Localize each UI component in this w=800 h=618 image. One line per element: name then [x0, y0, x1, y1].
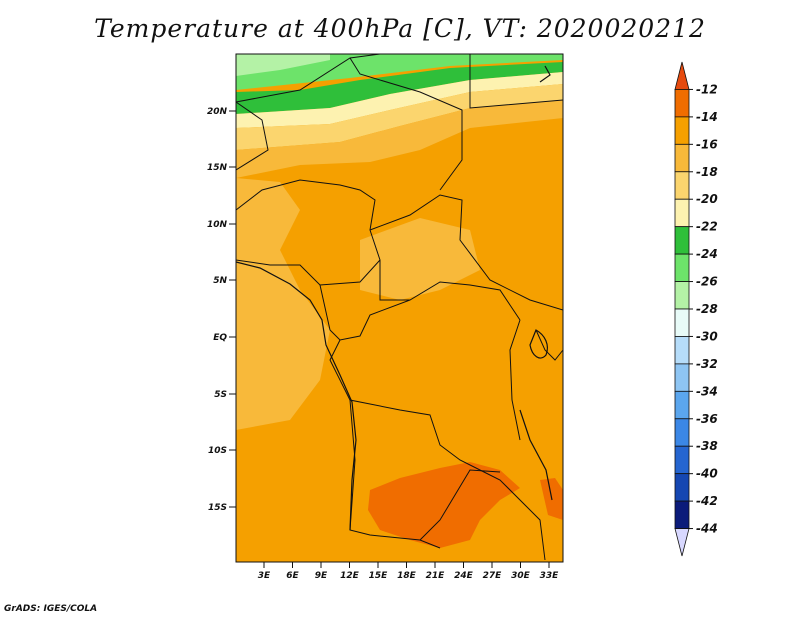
band-light-orange-central	[360, 218, 480, 300]
grads-credit: GrADS: IGES/COLA	[4, 604, 98, 614]
colorbar-swatch	[674, 445, 690, 475]
lon-label: 15E	[369, 571, 389, 581]
lon-label: 12E	[340, 571, 360, 581]
colorbar-label: -42	[696, 494, 718, 508]
lat-label: 10S	[208, 446, 227, 456]
colorbar-swatch	[674, 418, 690, 447]
colorbar-swatch	[674, 500, 690, 529]
band-light-orange	[236, 100, 563, 178]
colorbar-label: -44	[696, 522, 718, 536]
colorbar-label: -28	[696, 302, 718, 316]
band-hot-south	[368, 462, 520, 548]
lat-label: EQ	[213, 333, 227, 343]
colorbar: -12 -14 -16 -18 -20 -22 -24 -26 -28 -30 -32 -34 -36 -…	[674, 61, 718, 557]
band-green-dark	[236, 62, 563, 114]
map-figure: 20N 15N 10N 5N EQ 5S 10S 15S 3E 6E 9E 12E 15E 18E 21E…	[207, 53, 718, 581]
colorbar-label: -36	[696, 412, 718, 426]
lon-label: 27E	[483, 571, 503, 581]
colorbar-swatch	[674, 363, 690, 392]
colorbar-label: -22	[696, 220, 718, 234]
lat-label: 5S	[214, 390, 227, 400]
lon-label: 18E	[397, 571, 417, 581]
lon-label: 24E	[454, 571, 474, 581]
colorbar-swatch	[674, 226, 690, 255]
colorbar-label: -26	[696, 275, 718, 289]
colorbar-label: -24	[696, 247, 718, 261]
lat-label: 15S	[208, 503, 227, 513]
colorbar-label: -18	[696, 165, 718, 179]
band-light-orange-west	[236, 178, 330, 430]
lat-label: 10N	[207, 220, 228, 230]
band-pale-yellow	[236, 72, 563, 128]
colorbar-label: -32	[696, 357, 718, 371]
map-frame	[235, 53, 564, 563]
colorbar-label: -16	[696, 137, 718, 151]
colorbar-swatch	[674, 528, 690, 557]
colorbar-swatch	[674, 390, 690, 420]
colorbar-label: -38	[696, 439, 718, 453]
colorbar-swatch	[674, 89, 690, 118]
lon-label: 30E	[511, 571, 531, 581]
lon-label: 9E	[315, 571, 328, 581]
country-borders	[236, 54, 563, 561]
map-title: Temperature at 400hPa [C], VT: 202002021…	[94, 14, 706, 43]
colorbar-swatch	[674, 116, 690, 145]
colorbar-label: -30	[696, 329, 718, 343]
colorbar-swatch	[674, 253, 690, 282]
colorbar-swatch	[674, 308, 690, 337]
band-yellow	[236, 84, 563, 150]
colorbar-swatch	[674, 198, 690, 228]
latitude-axis: 20N 15N 10N 5N EQ 5S 10S 15S	[207, 107, 236, 513]
colorbar-label: -34	[696, 384, 718, 398]
colorbar-swatch	[674, 171, 690, 200]
colorbar-label: -20	[696, 192, 718, 206]
temperature-field	[236, 54, 563, 562]
colorbar-label: -12	[696, 82, 718, 96]
coastlines	[236, 65, 553, 531]
colorbar-swatch	[674, 143, 690, 173]
colorbar-swatch	[674, 473, 690, 502]
colorbar-swatch	[674, 336, 690, 365]
lon-label: 3E	[258, 571, 271, 581]
band-green-pale	[236, 54, 330, 76]
lon-label: 33E	[540, 571, 560, 581]
lon-label: 21E	[426, 571, 446, 581]
band-green-light	[236, 54, 563, 90]
lon-label: 6E	[286, 571, 299, 581]
colorbar-swatch	[674, 281, 690, 310]
lat-label: 5N	[213, 276, 227, 286]
colorbar-swatch	[674, 61, 690, 90]
longitude-axis: 3E 6E 9E 12E 15E 18E 21E 24E 27E 30E 33E	[258, 562, 559, 581]
lat-label: 15N	[207, 163, 228, 173]
colorbar-label: -14	[696, 110, 718, 124]
lat-label: 20N	[207, 107, 228, 117]
colorbar-label: -40	[696, 467, 718, 481]
